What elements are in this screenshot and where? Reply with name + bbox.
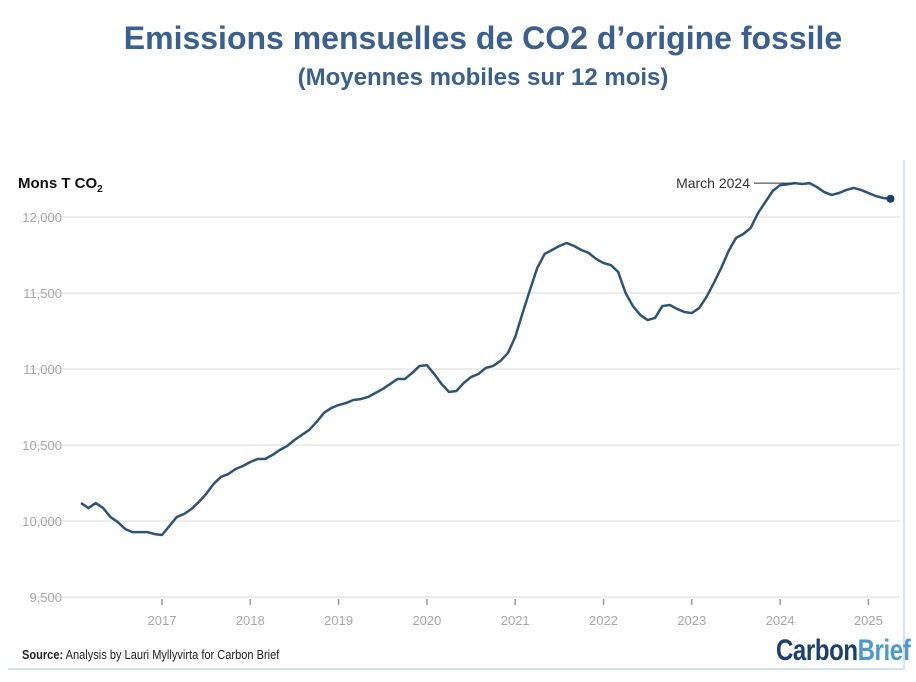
y-tick-label: 11,500 bbox=[23, 286, 62, 301]
chart-title: Emissions mensuelles de CO2 d’origine fo… bbox=[123, 20, 843, 56]
x-tick-label: 2025 bbox=[854, 613, 883, 628]
chart-subtitle: (Moyennes mobiles sur 12 mois) bbox=[297, 64, 669, 91]
y-tick-label: 12,000 bbox=[22, 210, 62, 225]
carbon-brief-logo: CarbonBrief bbox=[776, 634, 911, 667]
y-axis-label: Mons T CO2 bbox=[18, 175, 103, 195]
y-tick-label: 11,000 bbox=[23, 362, 62, 377]
x-tick-label: 2023 bbox=[677, 613, 706, 628]
x-tick-label: 2019 bbox=[324, 613, 353, 628]
x-tick-label: 2021 bbox=[501, 613, 530, 628]
last-point-marker bbox=[886, 194, 895, 203]
source-note: Source: Analysis by Lauri Myllyvirta for… bbox=[22, 647, 280, 662]
annotation-label: March 2024 bbox=[676, 175, 750, 191]
emissions-line bbox=[80, 181, 891, 537]
x-tick-label: 2022 bbox=[589, 613, 618, 628]
x-tick-label: 2018 bbox=[236, 613, 265, 628]
x-tick-label: 2017 bbox=[148, 613, 177, 628]
x-tick-label: 2020 bbox=[412, 613, 441, 628]
chart-frame bbox=[8, 160, 905, 670]
x-tick-label: 2024 bbox=[766, 613, 795, 628]
y-tick-label: 9,500 bbox=[29, 590, 62, 605]
y-tick-label: 10,500 bbox=[22, 438, 62, 453]
y-tick-label: 10,000 bbox=[22, 514, 62, 529]
